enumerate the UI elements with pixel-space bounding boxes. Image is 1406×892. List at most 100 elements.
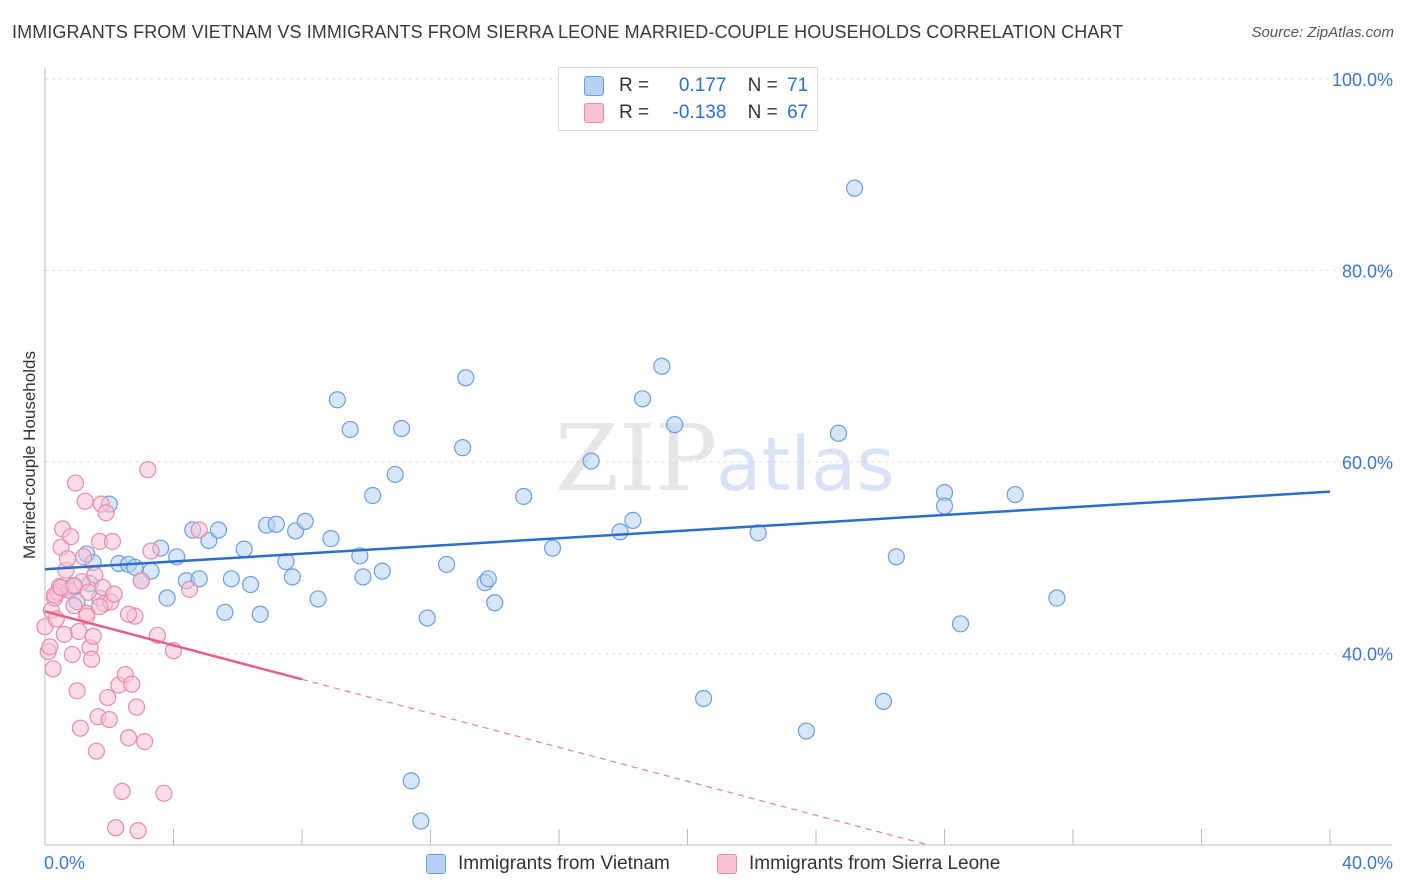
point-vietnam xyxy=(296,512,314,530)
point-sierra-leone xyxy=(87,742,106,760)
point-vietnam xyxy=(1006,485,1024,504)
point-vietnam xyxy=(354,568,372,586)
point-vietnam xyxy=(1048,589,1066,607)
point-sierra-leone xyxy=(65,597,83,615)
legend-label-vietnam: Immigrants from Vietnam xyxy=(458,853,670,874)
r-value-vietnam: 0.177 xyxy=(678,75,727,96)
point-sierra-leone xyxy=(82,650,101,668)
legend-item-vietnam: Immigrants from Vietnam xyxy=(426,852,670,876)
point-sierra-leone xyxy=(103,532,122,551)
point-vietnam xyxy=(486,594,504,612)
trendline-vietnam xyxy=(44,490,1331,571)
point-sierra-leone xyxy=(129,822,147,840)
x-tick-label: 40.0% xyxy=(1342,853,1393,873)
point-vietnam xyxy=(935,497,954,515)
point-vietnam xyxy=(341,420,359,439)
point-vietnam xyxy=(364,486,382,505)
point-sierra-leone xyxy=(79,583,97,601)
legend-swatch-vietnam xyxy=(584,76,604,96)
point-sierra-leone xyxy=(84,627,102,645)
y-tick-label: 40.0% xyxy=(1342,645,1393,665)
point-vietnam xyxy=(283,568,301,586)
point-vietnam xyxy=(158,589,176,607)
point-sierra-leone xyxy=(97,504,115,522)
point-vietnam xyxy=(402,772,420,790)
watermark-atlas: atlas xyxy=(716,422,895,508)
point-vietnam xyxy=(633,390,652,408)
point-sierra-leone xyxy=(123,675,141,693)
legend-label-sierra-leone: Immigrants from Sierra Leone xyxy=(749,853,1001,874)
point-sierra-leone xyxy=(74,548,93,566)
point-sierra-leone xyxy=(100,710,118,729)
point-vietnam xyxy=(951,615,970,633)
point-vietnam xyxy=(216,603,234,621)
correlation-legend: R = 0.177 N = 71 R = -0.138 N = 67 xyxy=(558,67,818,131)
point-vietnam xyxy=(386,465,404,484)
point-sierra-leone xyxy=(71,719,89,737)
point-sierra-leone xyxy=(119,729,138,747)
point-vietnam xyxy=(200,531,218,550)
legend-swatch-sierra-leone xyxy=(584,103,604,123)
point-sierra-leone xyxy=(41,638,59,656)
point-vietnam xyxy=(653,357,671,375)
watermark: ZIP atlas xyxy=(555,405,895,512)
point-vietnam xyxy=(887,548,905,566)
point-sierra-leone xyxy=(113,782,131,800)
r-value-sierra-leone: -0.138 xyxy=(672,102,727,123)
point-vietnam xyxy=(829,424,848,442)
point-sierra-leone xyxy=(58,550,77,568)
point-vietnam xyxy=(322,529,340,548)
point-sierra-leone xyxy=(55,625,73,643)
point-sierra-leone xyxy=(91,597,109,616)
legend-row-sierra-leone: R = -0.138 N = 67 xyxy=(584,101,809,125)
trend-lines xyxy=(44,490,1331,846)
point-sierra-leone xyxy=(76,492,94,510)
point-vietnam xyxy=(457,369,475,387)
point-vietnam xyxy=(479,570,497,588)
point-vietnam xyxy=(624,511,642,530)
y-tick-label: 100.0% xyxy=(1332,70,1393,90)
axes xyxy=(44,68,1392,846)
point-sierra-leone xyxy=(105,585,123,603)
point-vietnam xyxy=(845,179,864,197)
trendline-sierra-leone-extension xyxy=(301,678,929,846)
point-sierra-leone xyxy=(135,732,154,751)
point-vietnam xyxy=(437,555,456,574)
n-value-vietnam: 71 xyxy=(787,75,809,96)
point-vietnam xyxy=(209,521,228,539)
point-sierra-leone xyxy=(142,542,160,560)
point-vietnam xyxy=(611,523,629,541)
point-sierra-leone xyxy=(190,521,208,539)
legend-swatch-sierra-leone xyxy=(717,854,737,874)
point-sierra-leone xyxy=(132,572,150,590)
point-sierra-leone xyxy=(70,622,88,641)
point-vietnam xyxy=(694,689,713,708)
point-sierra-leone xyxy=(119,605,138,623)
x-tick-label: 0.0% xyxy=(44,853,85,873)
point-vietnam xyxy=(797,722,815,740)
point-vietnam xyxy=(749,524,767,542)
point-vietnam xyxy=(515,487,533,506)
y-tick-label: 60.0% xyxy=(1342,453,1393,473)
point-sierra-leone xyxy=(44,660,62,678)
point-vietnam xyxy=(874,692,893,710)
point-vietnam xyxy=(412,812,430,830)
point-sierra-leone xyxy=(155,784,173,802)
point-vietnam xyxy=(267,515,285,533)
point-sierra-leone xyxy=(68,682,86,700)
n-value-sierra-leone: 67 xyxy=(787,102,809,123)
point-sierra-leone xyxy=(180,580,199,598)
point-sierra-leone xyxy=(127,698,146,716)
trendline-sierra-leone xyxy=(44,610,303,681)
point-vietnam xyxy=(351,547,369,565)
point-vietnam xyxy=(543,539,562,557)
point-vietnam xyxy=(392,419,411,438)
point-vietnam xyxy=(666,416,684,434)
point-vietnam xyxy=(242,575,260,594)
legend-swatch-vietnam xyxy=(426,854,446,874)
legend-item-sierra-leone: Immigrants from Sierra Leone xyxy=(717,852,1000,876)
point-vietnam xyxy=(251,605,269,623)
point-vietnam xyxy=(582,452,600,470)
legend-row-vietnam: R = 0.177 N = 71 xyxy=(584,74,809,98)
point-sierra-leone xyxy=(65,576,83,595)
